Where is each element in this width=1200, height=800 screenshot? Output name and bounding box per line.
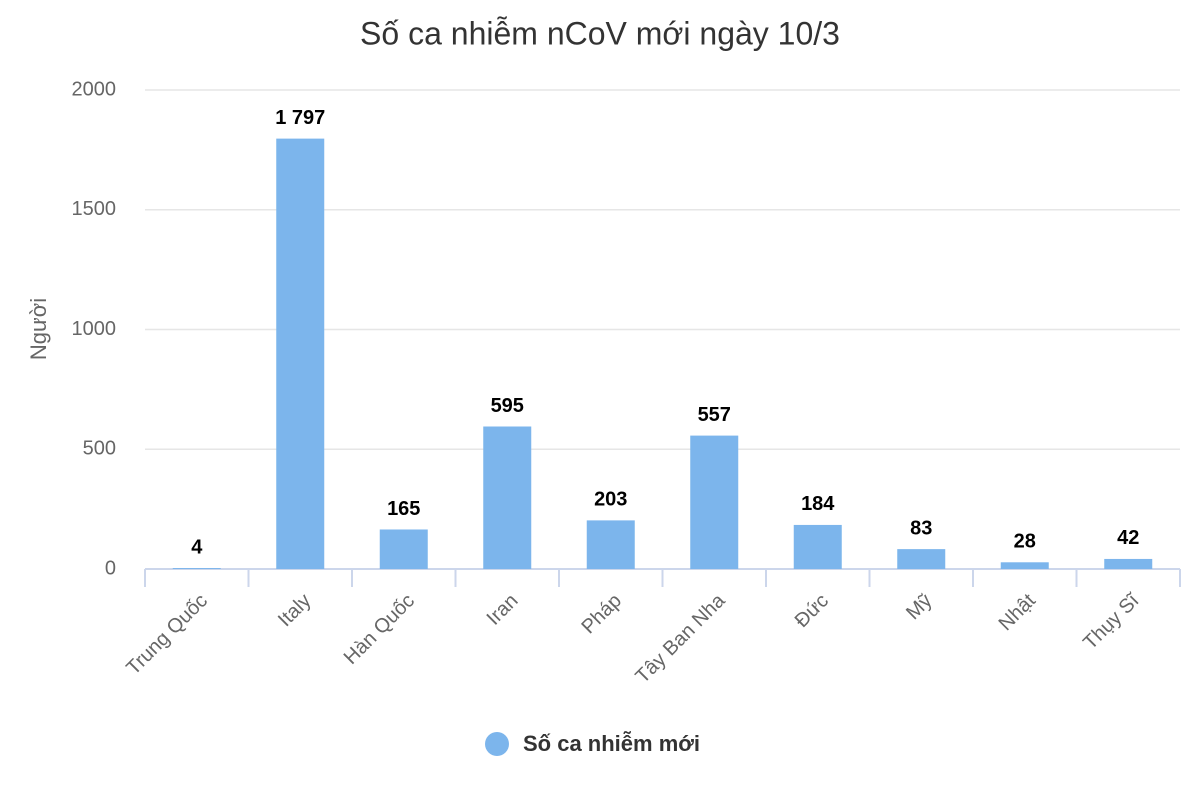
bar xyxy=(1104,558,1153,569)
bar xyxy=(586,520,635,569)
legend-marker xyxy=(485,732,509,756)
x-tick-label: Thụy Sĩ xyxy=(1079,589,1144,654)
bar xyxy=(379,529,428,569)
chart-title: Số ca nhiễm nCoV mới ngày 10/3 xyxy=(360,15,840,51)
x-tick-label: Pháp xyxy=(577,590,626,639)
y-tick-label: 1000 xyxy=(72,318,117,340)
bar xyxy=(172,568,221,569)
bar xyxy=(483,426,532,569)
x-tick-label: Tây Ban Nha xyxy=(631,589,730,688)
value-label: 28 xyxy=(1014,531,1036,553)
value-label: 557 xyxy=(698,404,731,426)
bar xyxy=(276,138,325,569)
legend-label: Số ca nhiễm mới xyxy=(523,731,700,756)
y-axis-title: Người xyxy=(26,298,51,360)
x-tick-label: Trung Quốc xyxy=(122,590,212,680)
bar xyxy=(897,549,946,569)
value-label: 595 xyxy=(491,395,524,417)
y-tick-label: 1500 xyxy=(72,198,117,220)
x-tick-label: Nhật xyxy=(995,589,1041,635)
x-tick-label: Italy xyxy=(274,590,315,631)
value-label: 83 xyxy=(910,517,932,539)
value-label: 184 xyxy=(801,493,835,515)
y-tick-label: 2000 xyxy=(72,78,117,100)
bar xyxy=(793,524,842,569)
y-tick-label: 500 xyxy=(83,438,116,460)
value-label: 1 797 xyxy=(275,107,325,129)
value-label: 203 xyxy=(594,489,627,511)
value-label: 165 xyxy=(387,498,420,520)
x-tick-label: Đức xyxy=(791,590,833,632)
x-tick-label: Iran xyxy=(483,590,523,630)
y-tick-label: 0 xyxy=(105,557,116,579)
value-label: 42 xyxy=(1117,527,1139,549)
bar xyxy=(690,435,739,569)
x-tick-label: Mỹ xyxy=(902,590,936,624)
value-label: 4 xyxy=(191,536,203,558)
bar xyxy=(1000,562,1049,569)
x-tick-label: Hàn Quốc xyxy=(340,590,419,669)
